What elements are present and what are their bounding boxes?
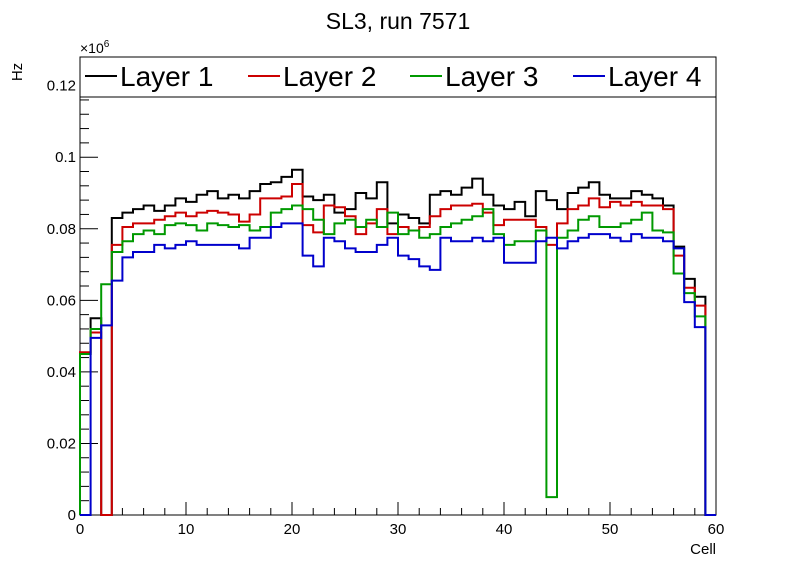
legend-label-layer-1: Layer 1: [120, 61, 213, 92]
series-group: [79, 168, 716, 516]
x-tick-label: 10: [178, 521, 195, 538]
series-line-layer-1: [79, 168, 716, 516]
y-tick-label: 0.08: [47, 221, 76, 238]
series-line-layer-2: [79, 183, 716, 516]
y-tick-label: 0.04: [47, 364, 76, 381]
x-tick-label: 0: [76, 521, 84, 538]
y-tick-label: 0.1: [55, 149, 76, 166]
legend-box: [79, 56, 717, 98]
series-line-layer-4: [80, 222, 716, 516]
legend-label-layer-2: Layer 2: [283, 61, 376, 92]
chart-title: SL3, run 7571: [326, 8, 471, 34]
axis-ticks: 0 10 20 30 40 50 60 0 0.02 0.04 0.06 0.08 0.1 0.12: [47, 70, 725, 538]
x-tick-label: 30: [390, 521, 407, 538]
y-axis-label: Hz: [9, 63, 26, 81]
legend-label-layer-4: Layer 4: [608, 61, 701, 92]
y-tick-label: 0.02: [47, 435, 76, 452]
series-line-layer-3: [79, 204, 716, 516]
y-tick-label: 0: [68, 507, 76, 524]
legend-label-layer-3: Layer 3: [445, 61, 538, 92]
y-axis-multiplier-base: ×10: [80, 40, 104, 56]
y-tick-label: 0.06: [47, 292, 76, 309]
y-axis-multiplier-exponent: 6: [104, 39, 110, 50]
x-axis-label: Cell: [690, 541, 716, 558]
legend: Layer 1 Layer 2 Layer 3 Layer 4: [79, 56, 717, 98]
x-tick-label: 50: [602, 521, 619, 538]
x-tick-label: 40: [496, 521, 513, 538]
y-tick-label: 0.12: [47, 78, 76, 95]
x-tick-label: 20: [284, 521, 301, 538]
plot-frame: [79, 56, 717, 516]
x-tick-label: 60: [708, 521, 725, 538]
y-axis-multiplier: ×106: [80, 39, 110, 56]
